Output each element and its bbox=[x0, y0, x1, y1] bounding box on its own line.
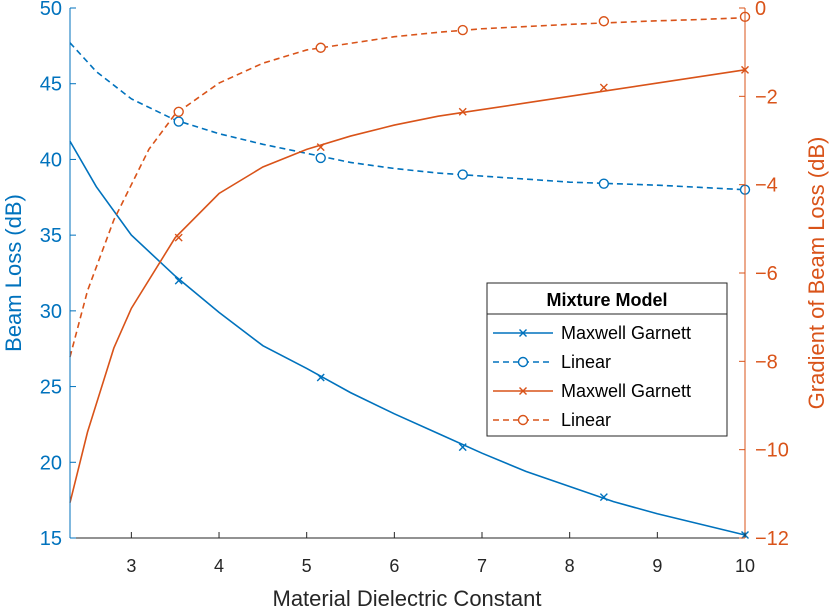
series-1-marker-0 bbox=[173, 116, 184, 127]
y-right-tick-label-1: −10 bbox=[755, 440, 789, 462]
legend-entry-3: Linear bbox=[493, 410, 611, 430]
x-axis-label: Material Dielectric Constant bbox=[273, 586, 542, 609]
series-0-marker-2 bbox=[458, 443, 467, 452]
series-3-marker-0 bbox=[173, 106, 184, 117]
legend-swatch-marker-2 bbox=[519, 387, 527, 395]
series-1-marker-1 bbox=[315, 152, 326, 164]
y-right-tick-label-2: −8 bbox=[755, 351, 778, 373]
series-2-marker-0 bbox=[174, 233, 183, 242]
legend-entries: Maxwell Garnett Linear Maxwell Garnett Line… bbox=[493, 323, 691, 430]
y-axis-right-label: Gradient of Beam Loss (dB) bbox=[804, 137, 829, 410]
series-2-marker-2-stroke-b bbox=[458, 107, 467, 116]
x-tick-label-3: 6 bbox=[389, 556, 399, 576]
legend-label-1: Linear bbox=[561, 352, 611, 372]
series-0-marker-2-stroke-b bbox=[458, 443, 467, 452]
y-right-tick-label-0: −12 bbox=[755, 528, 789, 550]
y-right-tick-label-6: 0 bbox=[755, 0, 766, 20]
legend-entry-0: Maxwell Garnett bbox=[493, 323, 691, 343]
y-right-tick-label-4: −4 bbox=[755, 175, 778, 197]
series-0-marker-0-stroke-b bbox=[174, 276, 183, 285]
x-tick-label-6: 9 bbox=[652, 556, 662, 576]
series-layer bbox=[69, 11, 751, 539]
legend-label-3: Linear bbox=[561, 410, 611, 430]
series-0-marker-3-stroke-b bbox=[599, 493, 608, 502]
y-left-tick-label-4: 35 bbox=[40, 225, 62, 247]
y-left-tick-label-2: 25 bbox=[40, 377, 62, 399]
x-tick-label-5: 8 bbox=[565, 556, 575, 576]
series-2-marker-2 bbox=[458, 107, 467, 116]
legend-swatch-marker-1 bbox=[517, 356, 529, 368]
x-tick-label-2: 5 bbox=[302, 556, 312, 576]
series-2-marker-3 bbox=[599, 83, 608, 92]
legend-label-0: Maxwell Garnett bbox=[561, 323, 691, 343]
series-3-marker-3 bbox=[598, 16, 610, 27]
legend-label-2: Maxwell Garnett bbox=[561, 381, 691, 401]
series-0-marker-3 bbox=[599, 493, 608, 502]
x-tick-label-7: 10 bbox=[735, 556, 755, 576]
series-1-marker-3 bbox=[598, 178, 610, 189]
legend-swatch-marker-2-stroke-b bbox=[519, 387, 527, 395]
series-2-marker-3-stroke-b bbox=[599, 83, 608, 92]
x-tick-label-0: 3 bbox=[126, 556, 136, 576]
series-3-marker-2 bbox=[457, 24, 468, 36]
y-right-tick-label-5: −2 bbox=[755, 86, 778, 108]
series-0-marker-0 bbox=[174, 276, 183, 285]
legend-swatch-marker-3 bbox=[517, 414, 529, 426]
series-0-marker-1 bbox=[316, 373, 325, 382]
y-axis-left-label: Beam Loss (dB) bbox=[1, 194, 26, 352]
legend-entry-2: Maxwell Garnett bbox=[493, 381, 691, 401]
series-2-marker-1 bbox=[316, 143, 325, 152]
legend-title: Mixture Model bbox=[546, 290, 667, 310]
y-left-tick-label-6: 45 bbox=[40, 74, 62, 96]
series-3-marker-1 bbox=[315, 42, 326, 53]
x-tick-label-1: 4 bbox=[214, 556, 224, 576]
series-1-marker-2 bbox=[457, 169, 468, 180]
plot-area bbox=[70, 8, 745, 538]
series-1-group bbox=[69, 42, 751, 195]
series-2-marker-1-stroke-b bbox=[316, 143, 325, 152]
x-tick-label-4: 7 bbox=[477, 556, 487, 576]
legend-swatch-marker-0-stroke-b bbox=[519, 329, 527, 337]
y-left-tick-label-3: 30 bbox=[40, 301, 62, 323]
y-left-tick-label-0: 15 bbox=[40, 528, 62, 550]
y-left-tick-label-7: 50 bbox=[40, 0, 62, 20]
legend-swatch-marker-0 bbox=[519, 329, 527, 337]
series-1-line bbox=[69, 42, 746, 191]
series-0-marker-1-stroke-b bbox=[316, 373, 325, 382]
series-3-line bbox=[69, 16, 746, 358]
series-2-line bbox=[69, 69, 746, 503]
legend: Mixture Model Maxwell GarnettLinearMaxwe… bbox=[486, 282, 728, 437]
series-2-group bbox=[69, 65, 749, 503]
y-left-tick-label-1: 20 bbox=[40, 452, 62, 474]
series-2-marker-0-stroke-b bbox=[174, 233, 183, 242]
series-3-group bbox=[69, 11, 751, 358]
y-right-tick-label-3: −6 bbox=[755, 263, 778, 285]
legend-entry-1: Linear bbox=[493, 352, 611, 372]
y-left-tick-label-5: 40 bbox=[40, 149, 62, 171]
